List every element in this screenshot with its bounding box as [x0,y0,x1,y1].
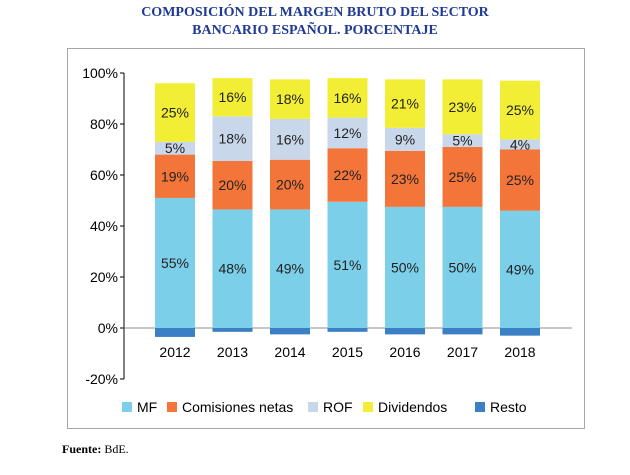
data-label: 5% [452,133,472,149]
data-label: 51% [333,257,361,273]
data-label: 55% [161,255,189,271]
data-label: 50% [448,259,476,275]
source-note: Fuente: BdE. [62,442,129,457]
bar-segment-comisiones-netas [500,149,540,211]
x-tick-label: 2012 [159,344,190,360]
chart-title-line1: COMPOSICIÓN DEL MARGEN BRUTO DEL SECTOR [141,5,489,20]
legend-label: Comisiones netas [182,399,293,415]
data-label: 4% [510,136,530,152]
data-label: 20% [218,177,246,193]
legend-swatch-rof [308,402,318,412]
data-label: 25% [506,102,534,118]
bar-segment-mf [442,206,483,328]
y-tick-label: 60% [90,167,118,183]
data-label: 23% [448,99,476,115]
bar-segment-rof [212,116,253,161]
bar-segment-resto [500,328,540,336]
y-tick-label: 20% [90,269,118,285]
bar-segment-dividendos [385,79,425,128]
data-label: 25% [161,105,189,121]
x-tick-label: 2017 [447,344,478,360]
bar-segment-mf [385,206,425,328]
data-label: 25% [506,172,534,188]
bar-segment-comisiones-netas [385,150,425,207]
bar-segment-dividendos [500,80,540,140]
bar-segment-comisiones-netas [442,146,483,207]
data-label: 16% [218,89,246,105]
bar-segment-resto [155,328,195,337]
bar-segment-mf [155,197,195,328]
data-label: 5% [165,140,185,156]
chart-title: COMPOSICIÓN DEL MARGEN BRUTO DEL SECTOR … [0,4,630,40]
x-tick-label: 2015 [332,344,363,360]
x-tick-label: 2014 [274,344,305,360]
data-label: 49% [276,261,304,277]
data-label: 16% [276,131,304,147]
chart-title-line2: BANCARIO ESPAÑOL. PORCENTAJE [192,23,438,38]
data-label: 9% [395,131,415,147]
data-label: 48% [218,261,246,277]
data-label: 21% [391,96,419,112]
data-label: 18% [276,91,304,107]
chart-frame [67,48,585,429]
bar-segment-rof [385,127,425,151]
bar-segment-comisiones-netas [212,160,253,210]
bar-segment-resto [385,328,425,335]
data-label: 22% [333,167,361,183]
source-text: BdE. [104,442,129,456]
data-label: 19% [161,168,189,184]
legend-swatch-dividendos [363,402,373,412]
legend-label: Resto [490,399,527,415]
x-tick-label: 2013 [217,344,248,360]
bar-segment-dividendos [442,79,483,135]
bar-segment-dividendos [212,78,253,117]
bar-segment-rof [500,139,540,150]
data-label: 49% [506,261,534,277]
data-label: 23% [391,171,419,187]
bar-segment-rof [442,134,483,147]
data-label: 25% [448,169,476,185]
bar-segment-comisiones-netas [327,148,368,202]
x-tick-label: 2018 [504,344,535,360]
y-tick-label: 0% [98,320,118,336]
bar-segment-rof [270,118,310,160]
bar-segment-rof [327,117,368,149]
data-label: 50% [391,259,419,275]
source-label: Fuente: [62,442,102,456]
legend-swatch-resto [475,402,485,412]
bar-segment-mf [500,210,540,328]
bar-segment-resto [327,328,368,332]
bar-segment-dividendos [327,78,368,118]
bar-segment-mf [270,209,310,328]
x-tick-label: 2016 [389,344,420,360]
y-tick-label: 100% [82,65,118,81]
y-tick-label: 40% [90,218,118,234]
y-tick-label: -20% [85,371,118,387]
bar-segment-dividendos [270,79,310,119]
legend-swatch-mf [122,402,132,412]
data-label: 16% [333,90,361,106]
legend-label: MF [137,399,157,415]
bar-segment-resto [270,328,310,335]
bar-segment-dividendos [155,83,195,142]
bar-segment-mf [212,209,253,328]
legend-swatch-comisiones-netas [167,402,177,412]
y-tick-label: 80% [90,116,118,132]
data-label: 12% [333,125,361,141]
bar-segment-rof [155,141,195,155]
bar-segment-resto [442,328,483,335]
data-label: 20% [276,177,304,193]
bar-segment-comisiones-netas [270,159,310,210]
legend-label: ROF [323,399,353,415]
bar-segment-mf [327,201,368,328]
bar-segment-resto [212,328,253,332]
bar-segment-comisiones-netas [155,154,195,198]
legend-label: Dividendos [378,399,447,415]
data-label: 18% [218,131,246,147]
